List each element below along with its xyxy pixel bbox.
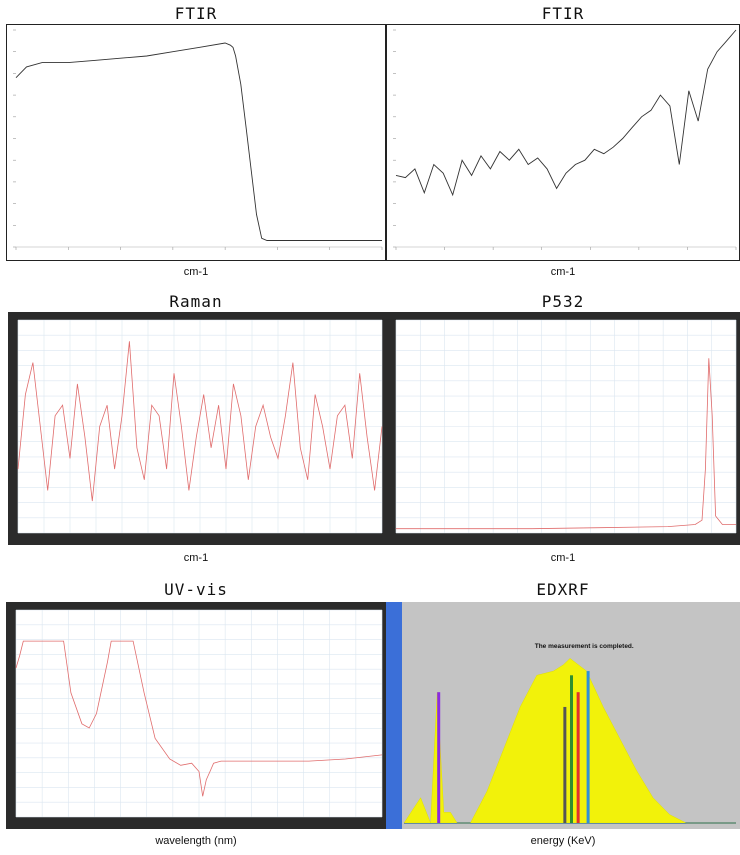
x-axis-label: energy (KeV): [530, 835, 596, 847]
element-peak: [586, 671, 590, 823]
p532-chart: [386, 312, 740, 545]
x-axis-label: wavelength (nm): [155, 835, 237, 847]
spectrum-line: [15, 640, 383, 797]
panel-title: EDXRF: [536, 580, 590, 599]
panel-raman: Raman cm-1: [6, 290, 386, 570]
element-peak: [437, 692, 441, 823]
edxrf-chart: The measurement is completed.: [386, 602, 740, 829]
panel-title: Raman: [169, 292, 223, 311]
spectrum-line: [395, 29, 737, 197]
uvvis-chart: [6, 602, 386, 829]
panel-p532: P532 cm-1: [386, 290, 740, 570]
x-axis-label: cm-1: [550, 552, 576, 564]
plot-frame: [6, 24, 386, 261]
x-axis-label: cm-1: [183, 552, 209, 564]
element-peak: [570, 675, 573, 823]
panel-uvvis: UV-vis wavelength (nm): [6, 578, 386, 855]
spectrum-line: [17, 341, 383, 502]
panel-ftir-2: FTIR cm-1: [386, 0, 740, 285]
x-axis-label: cm-1: [550, 266, 576, 278]
panel-title: FTIR: [174, 4, 218, 23]
panel-edxrf: EDXRF The measurement is completed. ener…: [386, 578, 740, 855]
element-peak: [576, 692, 580, 823]
panel-title: UV-vis: [164, 580, 228, 599]
element-peak: [563, 706, 567, 823]
panel-title: P532: [541, 292, 585, 311]
raman-chart: [8, 312, 386, 545]
ftir-2-chart: [386, 24, 740, 261]
plot-frame: [386, 24, 740, 261]
measurement-status: The measurement is completed.: [535, 643, 634, 650]
panel-ftir-1: FTIR cm-1: [6, 0, 386, 285]
x-axis-label: cm-1: [183, 266, 209, 278]
ftir-1-chart: [6, 24, 386, 261]
spectrum-line: [15, 42, 382, 241]
spectrum-line: [396, 358, 736, 530]
y-axis-bar: [386, 602, 402, 829]
panel-title: FTIR: [541, 4, 585, 23]
